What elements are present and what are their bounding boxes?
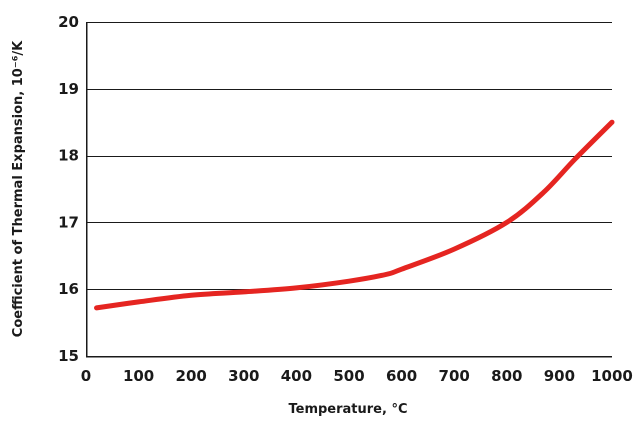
x-tick-label-600: 600 xyxy=(386,367,417,385)
x-tick-label-300: 300 xyxy=(228,367,259,385)
series-layer xyxy=(94,119,615,311)
x-tick-label-900: 900 xyxy=(544,367,575,385)
x-tick-label-100: 100 xyxy=(123,367,154,385)
x-tick-label-1000: 1000 xyxy=(591,367,633,385)
x-tick-label-400: 400 xyxy=(281,367,312,385)
axes xyxy=(85,22,612,358)
gridlines xyxy=(86,22,612,290)
x-tick-label-0: 0 xyxy=(81,367,91,385)
x-tick-label-500: 500 xyxy=(333,367,364,385)
x-tick-label-800: 800 xyxy=(491,367,522,385)
x-tick-label-200: 200 xyxy=(176,367,207,385)
x-axis-title: Temperature, °C xyxy=(288,402,407,417)
y-tick-label-17: 17 xyxy=(58,213,79,231)
series-line-0 xyxy=(94,119,615,311)
y-tick-label-18: 18 xyxy=(58,147,79,165)
x-tick-labels: 0 100 200 300 400 500 600 700 800 900 1000 xyxy=(81,367,633,385)
y-tick-labels: 15 16 17 18 19 20 xyxy=(58,13,79,365)
y-tick-label-20: 20 xyxy=(58,13,79,31)
y-tick-label-16: 16 xyxy=(58,280,79,298)
y-axis-title: Coefficient of Thermal Expansion, 10⁻⁶/K xyxy=(11,40,26,337)
y-tick-label-19: 19 xyxy=(58,80,79,98)
x-tick-label-700: 700 xyxy=(439,367,470,385)
y-tick-label-15: 15 xyxy=(58,347,79,365)
